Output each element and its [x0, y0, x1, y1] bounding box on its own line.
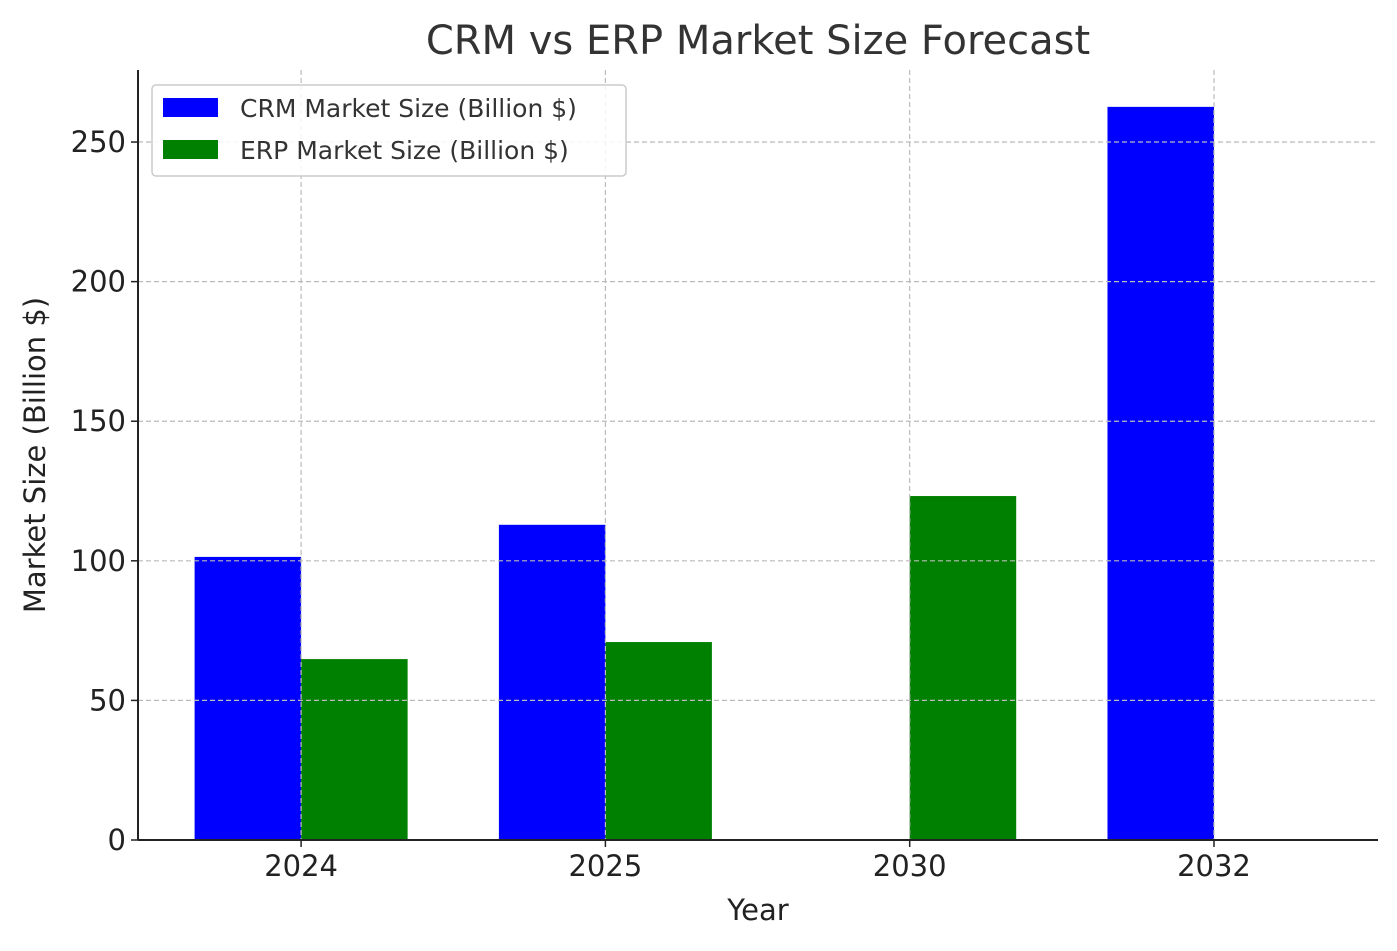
legend: CRM Market Size (Billion $) ERP Market S… — [151, 84, 627, 177]
bar-crm-2025 — [498, 524, 606, 840]
y-tick-label: 100 — [71, 544, 126, 578]
y-tick-label: 0 — [108, 823, 126, 857]
x-tick-label: 2032 — [1177, 849, 1251, 883]
legend-frame — [151, 84, 627, 177]
x-tick-label: 2024 — [264, 849, 338, 883]
y-tick-label: 150 — [71, 404, 126, 438]
x-axis-label: Year — [726, 893, 788, 927]
y-tick-label: 200 — [71, 265, 126, 299]
x-tick-label: 2025 — [568, 849, 642, 883]
legend-swatch-erp — [163, 140, 218, 159]
bar-crm-2032 — [1107, 106, 1214, 841]
y-tick-label: 50 — [89, 683, 126, 717]
bar-erp-2030 — [909, 496, 1017, 840]
legend-swatch-crm — [163, 98, 218, 117]
x-tick-label: 2030 — [873, 849, 947, 883]
y-axis-label: Market Size (Billion $) — [18, 297, 52, 613]
chart-title: CRM vs ERP Market Size Forecast — [426, 18, 1090, 64]
legend-label-crm: CRM Market Size (Billion $) — [240, 94, 577, 123]
bar-erp-2024 — [301, 659, 408, 840]
y-tick-label: 250 — [71, 125, 126, 159]
legend-label-erp: ERP Market Size (Billion $) — [240, 136, 569, 165]
bar-erp-2025 — [605, 642, 712, 840]
bar-crm-2024 — [194, 556, 302, 840]
